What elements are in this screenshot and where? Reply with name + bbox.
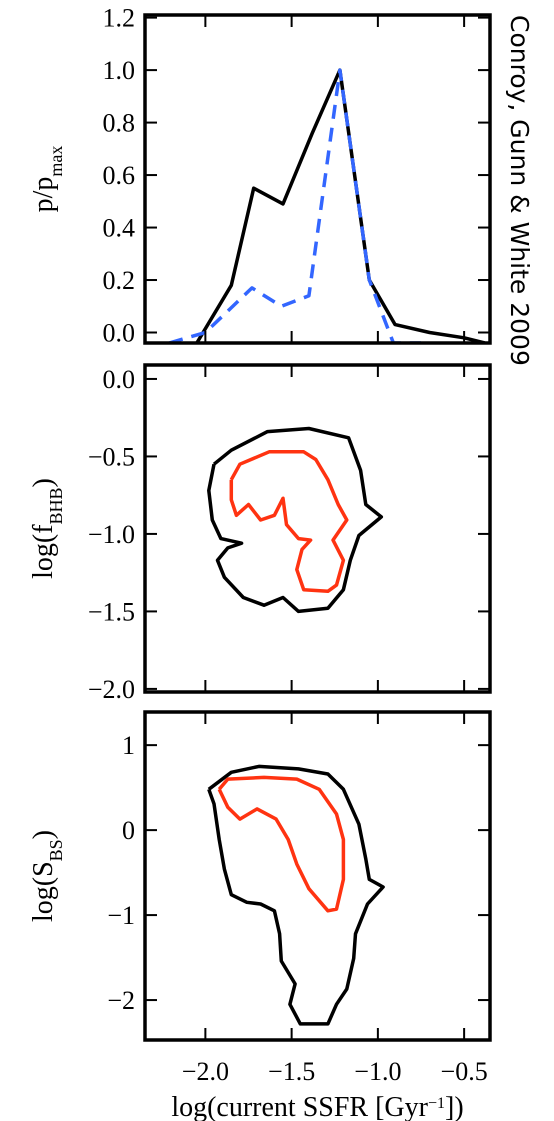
y-tick-label: 0 [122, 816, 135, 845]
y-tick-label: −0.5 [88, 442, 135, 471]
y-tick-label: 0.0 [103, 319, 136, 348]
y-axis-label-part: BS [46, 839, 66, 861]
y-axis-label-part: log(S [28, 861, 59, 922]
x-axis-label: log(current SSFR [Gyr−1]) [171, 1092, 463, 1121]
y-tick-label: −1 [107, 901, 135, 930]
y-axis-label-part: BHB [46, 487, 66, 524]
y-tick-label: 0.0 [103, 365, 136, 394]
annotation: Conroy, Gunn & White 2009 [505, 15, 534, 366]
y-axis-label-part: log(f [28, 524, 59, 579]
contour [207, 426, 384, 614]
y-tick-label: 1.2 [103, 4, 136, 33]
x-axis-label-part: ]) [445, 1092, 464, 1121]
y-axis-label-part: ) [28, 478, 59, 487]
panel-frame [143, 13, 492, 345]
x-tick-label: −1.0 [354, 1057, 401, 1086]
contour [207, 764, 385, 1026]
line-series [168, 68, 421, 343]
panel-frame [143, 710, 492, 1042]
y-axis-label: log(fBHB) [28, 478, 66, 579]
x-axis-label-part: −1 [428, 1095, 445, 1112]
x-tick-label: −1.5 [268, 1057, 315, 1086]
y-tick-label: 1 [122, 731, 135, 760]
y-axis-label-part: p/p [28, 177, 59, 213]
panel-frame [143, 363, 492, 694]
y-tick-label: −2 [107, 986, 135, 1015]
y-axis-label: log(SBS) [28, 830, 66, 922]
line-series [195, 68, 486, 343]
x-tick-label: −2.0 [182, 1057, 229, 1086]
y-tick-label: −1.5 [88, 597, 135, 626]
y-tick-label: −1.0 [88, 520, 135, 549]
plot-area [207, 426, 384, 614]
contour [217, 775, 346, 913]
x-tick-label: −0.5 [441, 1057, 488, 1086]
y-axis-label-part: max [46, 146, 66, 177]
y-tick-label: 0.2 [103, 266, 136, 295]
y-tick-label: 0.6 [103, 161, 136, 190]
plot-area [168, 68, 486, 343]
y-tick-label: 0.8 [103, 109, 136, 138]
x-axis-label-part: log(current SSFR [Gyr [171, 1092, 428, 1121]
plot-area [207, 764, 385, 1026]
contour [229, 450, 349, 594]
y-tick-label: 1.0 [103, 56, 136, 85]
y-tick-label: −2.0 [88, 675, 135, 704]
y-tick-label: 0.4 [103, 214, 136, 243]
y-axis-label-part: ) [28, 830, 59, 839]
y-axis-label: p/pmax [28, 146, 66, 213]
